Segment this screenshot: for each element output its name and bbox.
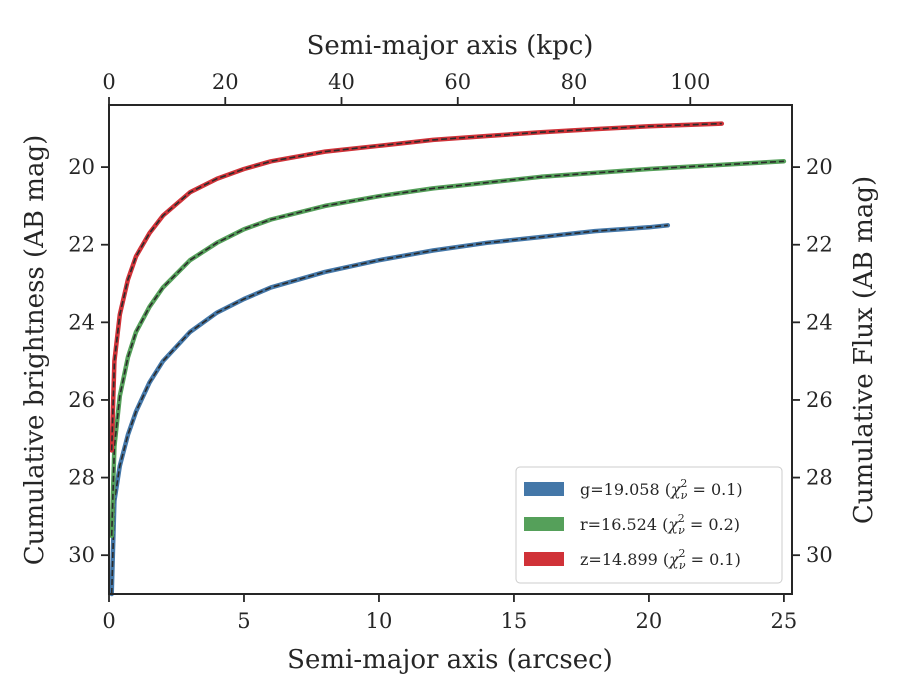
legend-label-2: z=14.899 (χν2 = 0.1) [580,547,741,572]
right-y-tick-label-20: 20 [806,155,833,179]
top-x-tick-label-20: 20 [212,70,239,94]
top-x-tick-label-60: 60 [444,70,471,94]
y-tick-label-28: 28 [68,466,95,490]
y-tick-label-20: 20 [68,155,95,179]
top-x-tick-label-40: 40 [328,70,355,94]
y-tick-label-24: 24 [68,310,95,334]
legend-swatch-0 [524,482,564,496]
right-y-tick-label-26: 26 [806,388,833,412]
plot-frame [108,104,793,595]
x-tick-label-20: 20 [636,609,663,633]
top-x-tick-label-0: 0 [102,70,115,94]
top-x-axis-label: Semi-major axis (kpc) [307,31,594,61]
x-tick-label-5: 5 [237,609,250,633]
ticks-layer: 0 5 10 15 20 25 0 20 40 60 80 100 20 22 24 26 28 30 20 22 24… [68,70,832,633]
right-y-tick-label-22: 22 [806,233,833,257]
x-tick-label-10: 10 [366,609,393,633]
x-tick-label-15: 15 [501,609,528,633]
series-line-2 [109,121,725,453]
x-axis-label: Semi-major axis (arcsec) [287,645,613,675]
series-layer [109,121,787,597]
top-x-tick-label-80: 80 [561,70,588,94]
legend-swatch-2 [524,552,564,566]
legend-box [515,466,783,584]
y-tick-label-22: 22 [68,233,95,257]
y-axis-label: Cumulative brightness (AB mag) [20,135,50,566]
legend-label-1: r=16.524 (χν2 = 0.2) [580,512,740,537]
legend-label-0: g=19.058 (χν2 = 0.1) [580,477,743,502]
series-model-line-2 [110,122,722,451]
legend: g=19.058 (χν2 = 0.1) r=16.524 (χν2 = 0.2)… [515,466,783,584]
right-y-tick-label-24: 24 [806,310,833,334]
legend-swatch-1 [524,517,564,531]
top-x-tick-label-100: 100 [670,70,710,94]
y-tick-label-26: 26 [68,388,95,412]
x-tick-label-0: 0 [102,609,115,633]
right-y-tick-label-28: 28 [806,466,833,490]
right-y-axis-label: Cumulative Flux (AB mag) [849,176,879,524]
legend-entries: g=19.058 (χν2 = 0.1) r=16.524 (χν2 = 0.2)… [524,477,743,572]
x-tick-label-25: 25 [771,609,798,633]
series-model-line-1 [110,160,784,536]
right-y-tick-label-30: 30 [806,543,833,567]
y-tick-label-30: 30 [68,543,95,567]
series-model-line-0 [110,224,668,595]
